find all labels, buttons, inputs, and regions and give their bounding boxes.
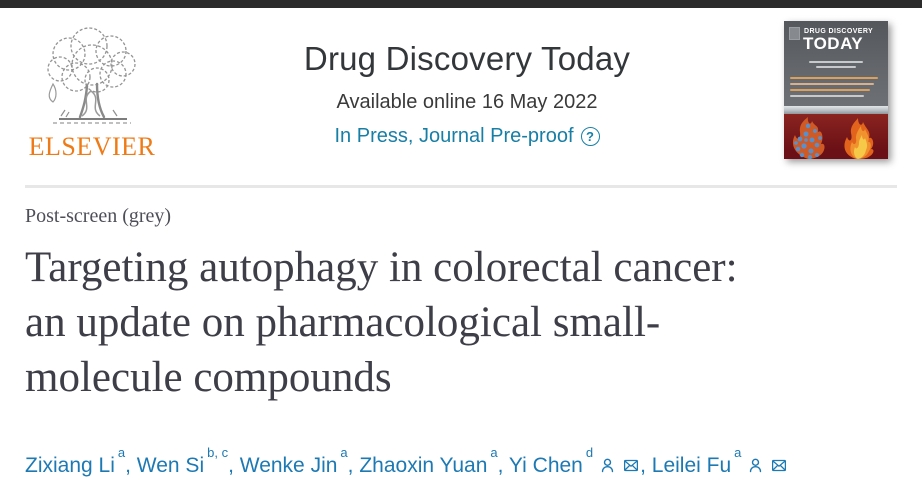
help-icon[interactable]: ? [580, 127, 600, 146]
author-list: Zixiang Lia, Wen Sib, c, Wenke Jina, Zha… [25, 445, 885, 478]
elsevier-wordmark: ELSEVIER [28, 132, 156, 161]
cover-bullet-line [790, 83, 874, 85]
article-title-line: molecule compounds [25, 354, 392, 401]
author-affiliation-sup: a [490, 445, 498, 460]
cover-flames-panel [784, 114, 888, 159]
author-separator: , [125, 454, 137, 477]
author-link[interactable]: Zixiang Lia [25, 445, 125, 477]
article-status-row: In Press, Journal Pre-proof ? [242, 125, 692, 148]
cover-silver-band [784, 106, 888, 114]
author-name: Leilei Fu [651, 454, 732, 477]
available-online-date: Available online 16 May 2022 [336, 91, 598, 113]
author-link[interactable]: Leilei Fua [651, 445, 789, 477]
article-title-line: Targeting autophagy in colorectal cancer… [25, 244, 738, 291]
window-top-bar [0, 0, 922, 8]
author-separator: , [497, 454, 509, 477]
author-name: Wenke Jin [239, 454, 338, 477]
cover-bullet-line [790, 77, 878, 79]
flames-illustration [792, 117, 874, 159]
cover-subtitle-line [816, 66, 856, 68]
author-link[interactable]: Zhaoxin Yuana [359, 445, 497, 477]
journal-cover-thumbnail[interactable]: DRUG DISCOVERY TODAY [784, 21, 888, 159]
author-separator: , [228, 454, 240, 477]
journal-title-link[interactable]: Drug Discovery Today [303, 40, 631, 77]
author-affiliation-sup: d [585, 445, 594, 460]
article-type-label: Post-screen (grey) [25, 205, 172, 227]
author-name: Yi Chen [508, 454, 583, 477]
elsevier-tree-icon [47, 27, 136, 124]
cover-header-panel: DRUG DISCOVERY TODAY [784, 21, 888, 106]
email-author-icon[interactable] [770, 457, 788, 474]
author-separator: , [640, 454, 652, 477]
cover-journal-kicker: DRUG DISCOVERY [804, 28, 874, 35]
author-affiliation-sup: b, c [207, 445, 229, 460]
author-name: Zhaoxin Yuan [359, 454, 488, 477]
author-link[interactable]: Yi Chend [508, 445, 640, 477]
cover-bullet-line [790, 89, 870, 91]
elsevier-logo-link[interactable]: ELSEVIER [28, 24, 156, 162]
author-name: Wen Si [136, 454, 205, 477]
cover-elsevier-mini-logo [789, 27, 800, 40]
email-author-icon[interactable] [622, 457, 640, 474]
cover-subtitle-line [809, 61, 863, 63]
cover-bullet-line [790, 95, 864, 97]
corresponding-author-person-icon[interactable] [747, 457, 764, 474]
author-affiliation-sup: a [117, 445, 126, 460]
header-divider [25, 185, 897, 188]
author-separator: , [347, 454, 360, 477]
author-link[interactable]: Wenke Jina [239, 445, 348, 477]
journal-header: Drug Discovery Today Available online 16… [242, 40, 692, 148]
author-link[interactable]: Wen Sib, c [136, 445, 228, 477]
cover-journal-title: TODAY [803, 34, 864, 53]
author-affiliation-sup: a [340, 445, 348, 460]
author-name: Zixiang Li [25, 454, 115, 477]
corresponding-author-person-icon[interactable] [599, 457, 616, 474]
article-title: Targeting autophagy in colorectal cancer… [25, 240, 885, 405]
article-title-line: an update on pharmacological small- [25, 299, 661, 346]
author-affiliation-sup: a [734, 445, 742, 460]
in-press-link[interactable]: In Press, Journal Pre-proof [334, 125, 574, 147]
